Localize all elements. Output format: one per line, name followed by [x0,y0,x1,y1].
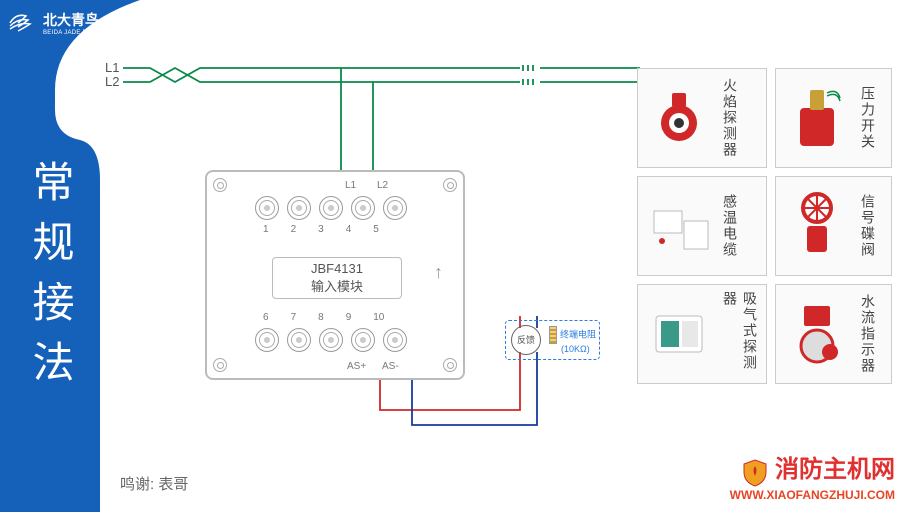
device-card: 火焰探测器 [637,68,767,168]
device-image [782,294,852,374]
logo: 北大青鸟 BEIDA JADE BIRD [0,0,140,45]
screw-hole-icon [213,178,227,192]
device-image [644,78,714,158]
resistor-icon [549,326,557,344]
input-module: L1 L2 1 2 3 4 5 JBF4131 输入模块 ↑ 6 7 8 9 1… [205,170,465,380]
terminal-resistor: 终端电阻 (10KΩ) [549,326,596,355]
device-card: 感温电缆 [637,176,767,276]
device-image [644,186,714,266]
terminal-row-top [255,196,407,220]
module-l1-label: L1 [345,180,356,191]
module-l2-label: L2 [377,180,388,191]
terminal-icon [255,328,279,352]
module-name: 输入模块 [311,276,363,295]
logo-cn: 北大青鸟 [43,10,99,30]
device-card: 水流指示器 [775,284,892,384]
watermark: 消防主机网 WWW.XIAOFANGZHUJI.COM [730,449,895,502]
bird-logo-icon [8,8,38,38]
device-label: 信号碟阀 [858,194,878,258]
device-image [782,186,852,266]
device-image [644,294,714,374]
device-label: 感温电缆 [720,194,740,258]
side-panel: 常规接法 [0,0,100,512]
module-model: JBF4131 [311,261,363,276]
feedback-label: 反馈 [511,325,541,355]
as-minus-label: AS- [382,361,399,372]
device-grid: 火焰探测器 压力开关感温电缆 信号碟阀吸气式探测器 水流指示器 [637,68,892,384]
terminal-icon [383,196,407,220]
logo-en: BEIDA JADE BIRD [43,30,99,36]
terminal-icon [319,328,343,352]
device-label: 吸气式探测器 [720,291,760,377]
terminal-numbers-bot: 6 7 8 9 10 [263,312,384,323]
wiring-diagram: L1 L2 L1 L2 1 2 3 4 5 JBF4131 输入模块 ↑ 6 7… [105,50,645,460]
watermark-title: 消防主机网 [775,456,895,483]
device-image [782,78,852,158]
terminal-icon [351,196,375,220]
device-label: 压力开关 [858,86,878,150]
screw-hole-icon [443,358,457,372]
watermark-url: WWW.XIAOFANGZHUJI.COM [730,488,895,502]
as-plus-label: AS+ [347,361,366,372]
device-card: 压力开关 [775,68,892,168]
feedback-box: 反馈 终端电阻 (10KΩ) [505,320,600,360]
screw-hole-icon [213,358,227,372]
credit-text: 鸣谢: 表哥 [120,473,188,494]
terminal-icon [383,328,407,352]
terminal-icon [287,196,311,220]
terminal-row-bot [255,328,407,352]
side-title: 常规接法 [20,160,81,400]
shield-icon [742,458,768,488]
terminal-icon [319,196,343,220]
device-card: 信号碟阀 [775,176,892,276]
device-card: 吸气式探测器 [637,284,767,384]
arrow-up-icon: ↑ [434,262,443,283]
terminal-numbers-top: 1 2 3 4 5 [263,224,379,235]
terminal-icon [255,196,279,220]
screw-hole-icon [443,178,457,192]
module-label: JBF4131 输入模块 [272,257,402,299]
terminal-icon [287,328,311,352]
device-label: 火焰探测器 [720,78,740,158]
device-label: 水流指示器 [858,294,878,374]
terminal-icon [351,328,375,352]
